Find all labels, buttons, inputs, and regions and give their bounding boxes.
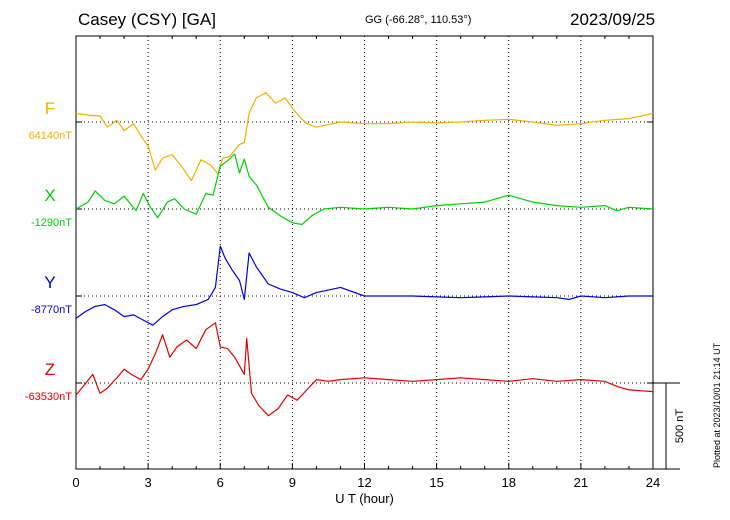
series-layer [75,92,654,417]
series-line-z [75,322,654,417]
scale-bar: 500 nT [653,382,686,470]
series-name-z: Z [45,360,55,379]
x-axis-label: U T (hour) [335,491,394,506]
x-axis-ticks: 0 3 6 9 12 15 18 21 24 [72,36,660,490]
chart-date-label: 2023/09/25 [570,10,656,29]
series-line-f [75,92,654,182]
x-tick-label: 6 [217,475,224,490]
chart-coords-label: GG (-66.28°, 110.53°) [365,14,472,26]
grid-lines [147,36,582,469]
series-name-f: F [45,99,55,118]
x-tick-label: 24 [646,475,660,490]
x-tick-label: 12 [357,475,371,490]
series-baseline-label-f: 64140nT [29,130,73,142]
series-name-x: X [44,186,55,205]
x-tick-label: 15 [429,475,443,490]
x-tick-label: 0 [72,475,79,490]
series-line-x [75,153,654,226]
plotted-timestamp: Plotted at 2023/10/01 21:14 UT [712,342,722,468]
series-baseline-label-z: -63530nT [25,391,72,403]
series-labels: F 64140nT X -1290nT Y -8770nT Z -63530nT [25,99,72,403]
x-tick-label: 21 [574,475,588,490]
chart-title-station: Casey (CSY) [GA] [78,10,216,29]
x-tick-label: 18 [502,475,516,490]
scale-bar-label: 500 nT [674,409,686,444]
x-tick-label: 9 [289,475,296,490]
x-tick-label: 3 [145,475,152,490]
series-name-y: Y [44,273,55,292]
series-line-y [75,245,653,326]
series-baseline-label-y: -8770nT [31,304,72,316]
series-baseline-label-x: -1290nT [31,217,72,229]
